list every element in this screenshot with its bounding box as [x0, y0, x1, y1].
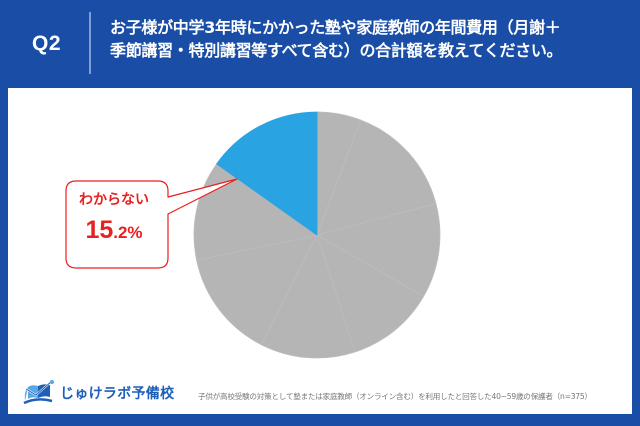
- pie-slice: [193, 163, 318, 261]
- brand-logo: じゅけラボ予備校: [22, 378, 174, 408]
- pie-slice: [260, 233, 356, 359]
- callout: わからない 15.2%: [62, 186, 166, 249]
- pie-slice: [196, 234, 318, 346]
- question-line-1: お子様が中学3年時にかかった塾や家庭教師の年間費用（月謝＋: [110, 18, 561, 37]
- pie-slice: [216, 111, 318, 236]
- callout-bubble: [65, 178, 238, 269]
- callout-value: 15.2%: [62, 214, 166, 249]
- footnote: 子供が高校受験の対策として塾または家庭教師（オンライン含む）を利用したと回答した…: [198, 392, 592, 401]
- question-line-2: 季節講習・特別講習等すべて含む）の合計額を教えてください。: [110, 41, 563, 60]
- question-header: Q2 お子様が中学3年時にかかった塾や家庭教師の年間費用（月謝＋ 季節講習・特別…: [0, 0, 640, 88]
- pie-slices: [193, 111, 441, 359]
- book-logo-icon: [23, 380, 54, 405]
- question-text: お子様が中学3年時にかかった塾や家庭教師の年間費用（月謝＋ 季節講習・特別講習等…: [110, 16, 630, 62]
- callout-label: わからない: [79, 192, 149, 208]
- logo-text: じゅけラボ予備校: [60, 386, 175, 402]
- callout-value-decimal: .2%: [113, 223, 143, 242]
- callout-value-main: 15: [85, 216, 114, 244]
- header-divider: [89, 12, 91, 74]
- pie-slice: [316, 234, 425, 353]
- question-number: Q2: [32, 32, 62, 55]
- pie-slice: [316, 119, 437, 236]
- pie-slice: [315, 203, 441, 297]
